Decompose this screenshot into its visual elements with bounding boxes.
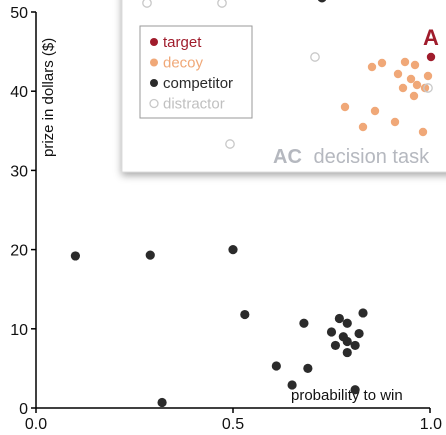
y-tick-label: 0 <box>19 401 28 418</box>
legend-marker-competitor <box>150 79 158 87</box>
point-competitor <box>157 397 167 408</box>
point-competitor <box>350 385 360 395</box>
x-tick-label: 0.5 <box>222 416 244 433</box>
axes: 0 10 20 30 40 50 0.0 0.5 1.0 prize in dollars (… <box>10 5 442 433</box>
inset-decoy-dot <box>377 58 387 68</box>
point-competitor <box>330 340 341 351</box>
point-competitor <box>326 327 337 337</box>
point-competitor <box>271 361 281 371</box>
point-competitor <box>145 250 155 260</box>
point-competitor <box>342 336 352 347</box>
point-competitor <box>334 313 344 324</box>
inset-legend-box <box>139 25 253 119</box>
legend-label-competitor: competitor <box>163 75 233 92</box>
y-tick-label: 40 <box>10 84 28 101</box>
legend-marker-distractor <box>149 98 159 109</box>
inset-caption-rest: decision task <box>313 146 430 168</box>
inset-decoy-dot <box>398 83 408 93</box>
inset-distractor-dot <box>217 0 227 8</box>
legend-label-distractor: distractor <box>163 96 225 113</box>
legend-marker-target <box>150 38 158 46</box>
inset-dots <box>142 0 436 149</box>
x-tick-label: 1.0 <box>420 416 442 433</box>
inset-decoy-dot <box>409 91 419 101</box>
point-competitor <box>240 309 250 320</box>
legend-label-decoy: decoy <box>163 55 204 72</box>
x-ticks: 0.0 0.5 1.0 <box>25 408 442 433</box>
inset-legend: target decoy competitor distractor <box>149 34 233 113</box>
point-competitor <box>299 318 309 328</box>
inset-decoy-dot <box>418 127 428 137</box>
inset-decoy-dot <box>406 74 416 84</box>
inset-decoy-dot <box>367 62 377 72</box>
legend-marker-decoy <box>150 58 158 67</box>
x-tick-label: 0.0 <box>25 416 47 433</box>
point-competitor <box>358 308 368 318</box>
inset-decoy-dot <box>412 80 422 90</box>
inset-decoy-dot <box>390 117 400 127</box>
y-tick-label: 20 <box>10 243 28 260</box>
y-ticks: 0 10 20 30 40 50 <box>10 5 36 418</box>
inset-panel: target decoy competitor distractor A AC dec… <box>121 0 446 173</box>
inset-decoy-dot <box>393 69 403 79</box>
inset-decoy-dot <box>370 106 380 116</box>
y-tick-label: 30 <box>10 163 28 180</box>
inset-caption: AC decision task <box>273 146 430 168</box>
point-competitor <box>354 328 364 339</box>
data-points <box>70 245 368 408</box>
y-tick-label: 10 <box>10 322 28 339</box>
inset-panel-letter: A <box>423 25 439 50</box>
inset-decoy-dot <box>358 122 368 132</box>
point-competitor <box>70 251 80 261</box>
point-competitor <box>287 380 297 390</box>
y-tick-label: 50 <box>10 5 28 22</box>
inset-decoy-dot <box>400 57 410 67</box>
y-axis-title: prize in dollars ($) <box>40 38 57 157</box>
inset-competitor-dot <box>317 0 327 3</box>
point-competitor <box>342 318 352 328</box>
inset-target-dot <box>426 52 436 62</box>
inset-caption-bold: AC <box>273 146 302 168</box>
inset-decoy-dot <box>410 60 420 70</box>
inset-decoy-dot <box>423 71 433 81</box>
inset-decoy-dot <box>340 102 350 112</box>
inset-distractor-dot <box>142 0 152 8</box>
point-competitor <box>342 347 352 358</box>
point-competitor <box>228 245 238 255</box>
inset-distractor-dot <box>310 52 320 62</box>
x-axis-title: probability to win <box>291 387 403 404</box>
point-competitor <box>350 340 360 351</box>
point-competitor <box>303 363 313 373</box>
inset-distractor-dot <box>423 83 433 93</box>
legend-label-target: target <box>163 34 202 51</box>
inset-decoy-dot <box>420 83 430 93</box>
inset-distractor-dot <box>225 139 235 149</box>
